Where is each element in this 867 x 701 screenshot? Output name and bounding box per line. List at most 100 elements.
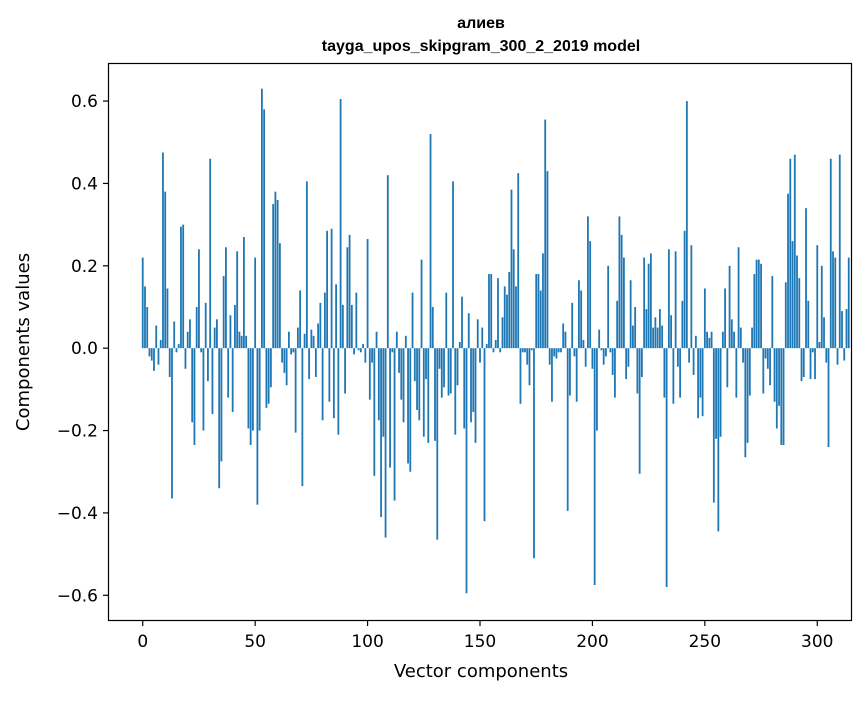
bar-component-244 bbox=[690, 245, 693, 349]
bar-component-83 bbox=[328, 348, 331, 402]
bar-component-220 bbox=[636, 348, 639, 394]
bar-component-265 bbox=[737, 247, 740, 349]
bar-component-188 bbox=[564, 331, 567, 349]
bar-component-97 bbox=[359, 348, 362, 353]
bar-component-51 bbox=[256, 348, 259, 505]
bar-component-81 bbox=[323, 292, 326, 349]
bar-component-137 bbox=[449, 348, 452, 394]
bar-component-69 bbox=[296, 327, 299, 349]
bar-component-287 bbox=[787, 193, 789, 349]
bar-component-170 bbox=[524, 348, 526, 353]
bar-component-160 bbox=[501, 317, 504, 349]
bar-component-253 bbox=[710, 331, 713, 349]
bar-component-230 bbox=[658, 309, 661, 349]
bar-component-241 bbox=[683, 230, 686, 349]
bar-component-20 bbox=[186, 331, 189, 349]
bar-component-58 bbox=[272, 204, 275, 349]
bar-component-129 bbox=[431, 306, 434, 349]
bar-component-245 bbox=[692, 348, 695, 375]
bar-component-21 bbox=[189, 319, 191, 349]
bar-component-1 bbox=[144, 286, 146, 349]
bar-component-64 bbox=[285, 348, 288, 386]
bar-component-45 bbox=[243, 236, 245, 349]
bar-component-185 bbox=[557, 348, 560, 353]
bar-component-133 bbox=[440, 348, 443, 398]
bar-component-93 bbox=[350, 304, 353, 349]
bar-component-76 bbox=[312, 335, 315, 349]
bar-component-288 bbox=[789, 158, 792, 349]
bar-component-67 bbox=[292, 348, 295, 353]
bar-component-86 bbox=[335, 284, 337, 349]
bar-component-54 bbox=[263, 109, 266, 349]
bar-component-264 bbox=[735, 348, 738, 398]
bar-component-298 bbox=[811, 348, 814, 353]
bar-component-78 bbox=[317, 323, 320, 349]
bar-component-117 bbox=[404, 335, 407, 349]
bar-component-267 bbox=[742, 348, 744, 363]
bar-component-145 bbox=[467, 313, 470, 349]
bar-component-282 bbox=[775, 348, 778, 429]
bar-component-25 bbox=[198, 249, 200, 349]
bars-group bbox=[141, 88, 850, 594]
y-tick-label: 0.0 bbox=[71, 339, 98, 359]
bar-component-200 bbox=[591, 348, 594, 369]
bar-component-157 bbox=[494, 339, 497, 349]
bar-component-216 bbox=[627, 348, 630, 367]
bar-component-193 bbox=[575, 348, 578, 402]
bar-component-101 bbox=[368, 348, 371, 400]
bar-component-134 bbox=[443, 348, 445, 388]
bar-component-57 bbox=[269, 348, 272, 388]
bar-component-48 bbox=[249, 348, 252, 445]
bar-component-41 bbox=[234, 304, 236, 349]
bar-component-154 bbox=[488, 274, 490, 349]
bar-component-32 bbox=[213, 327, 216, 349]
bar-component-123 bbox=[418, 348, 421, 421]
bar-component-183 bbox=[553, 348, 556, 357]
bar-component-82 bbox=[326, 230, 328, 349]
bar-component-24 bbox=[195, 306, 198, 349]
bar-component-250 bbox=[703, 288, 706, 349]
bar-component-2 bbox=[146, 306, 149, 349]
bar-component-85 bbox=[332, 348, 335, 419]
bar-component-291 bbox=[796, 255, 798, 349]
bar-component-73 bbox=[305, 181, 308, 349]
bar-component-30 bbox=[209, 158, 212, 349]
bar-component-3 bbox=[148, 348, 151, 357]
bar-component-260 bbox=[726, 348, 729, 388]
bar-component-304 bbox=[825, 348, 828, 363]
bar-component-211 bbox=[616, 300, 619, 349]
bar-component-196 bbox=[582, 339, 585, 349]
bar-component-150 bbox=[479, 348, 481, 363]
bar-component-175 bbox=[535, 274, 538, 349]
y-axis-label: Components values bbox=[13, 253, 34, 431]
bar-component-46 bbox=[245, 335, 248, 349]
bar-component-308 bbox=[834, 257, 837, 349]
bar-component-215 bbox=[625, 348, 628, 380]
bar-component-68 bbox=[294, 348, 297, 433]
bar-component-247 bbox=[697, 348, 699, 419]
bar-component-17 bbox=[180, 226, 182, 349]
bar-component-272 bbox=[753, 274, 756, 349]
bar-component-191 bbox=[571, 302, 574, 349]
bar-component-221 bbox=[638, 348, 641, 474]
bar-component-88 bbox=[339, 99, 342, 349]
bar-component-121 bbox=[413, 348, 416, 382]
bar-component-209 bbox=[611, 348, 614, 375]
bar-component-205 bbox=[602, 348, 605, 365]
bar-component-77 bbox=[314, 348, 317, 378]
bar-component-254 bbox=[712, 348, 715, 503]
bar-component-50 bbox=[254, 257, 257, 349]
bar-component-12 bbox=[168, 348, 171, 378]
bar-component-278 bbox=[766, 348, 769, 369]
bar-component-277 bbox=[764, 348, 767, 359]
bar-component-182 bbox=[551, 348, 553, 402]
bar-component-199 bbox=[589, 241, 592, 349]
bar-component-303 bbox=[823, 317, 825, 349]
bar-component-237 bbox=[674, 251, 677, 349]
bar-component-70 bbox=[299, 290, 302, 349]
bar-component-295 bbox=[805, 208, 807, 349]
bar-component-255 bbox=[715, 348, 717, 439]
bar-component-110 bbox=[389, 348, 391, 468]
bar-component-155 bbox=[490, 274, 493, 349]
bar-component-302 bbox=[820, 265, 823, 349]
